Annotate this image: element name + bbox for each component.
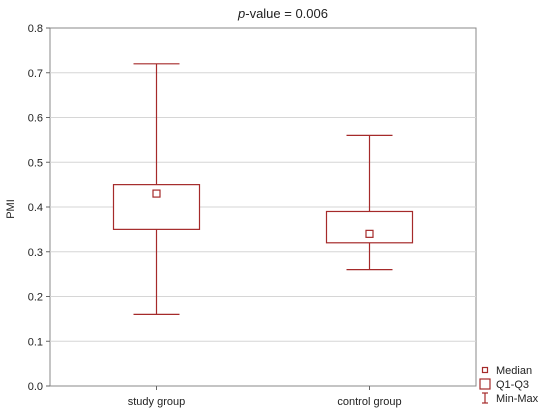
legend-item-box: Q1-Q3 [479,378,529,391]
legend-label: Median [496,365,532,377]
y-tick-label: 0.2 [28,292,43,304]
x-category-label: control group [337,396,401,408]
box-study-group [112,63,201,315]
median-marker [152,189,161,198]
y-tick-label: 0.7 [28,68,43,80]
y-tick-label: 0.6 [28,113,43,125]
box-q1-q3 [112,184,201,230]
box-q1-q3 [325,210,414,244]
y-tick-label: 0.3 [28,247,43,259]
legend-item-median: Median [481,365,532,377]
legend-label: Q1-Q3 [496,379,529,391]
y-axis-ticks: 0.0 0.1 0.2 0.3 0.4 0.5 0.6 0.7 0.8 [28,23,50,393]
y-tick-label: 0.5 [28,157,43,169]
box-series [112,63,414,315]
legend-box-symbol [479,378,491,390]
chart-title-rest: -value = 0.006 [245,6,328,21]
legend-label: Min-Max [496,393,539,405]
x-axis-categories: study group control group [128,386,402,408]
chart-title: p-value = 0.006 [237,6,328,21]
legend: Median Q1-Q3 Min-Max [479,365,539,405]
x-category-label: study group [128,396,185,408]
chart-title-italic: p [237,6,245,21]
median-marker [365,229,374,238]
legend-median-symbol [481,366,489,374]
y-tick-label: 0.4 [28,202,43,214]
box-control-group [325,134,414,271]
legend-item-whisker: Min-Max [482,392,539,405]
y-tick-label: 0.8 [28,23,43,35]
y-tick-label: 0.0 [28,381,43,393]
y-axis-title: PMI [5,199,17,219]
y-tick-label: 0.1 [28,336,43,348]
